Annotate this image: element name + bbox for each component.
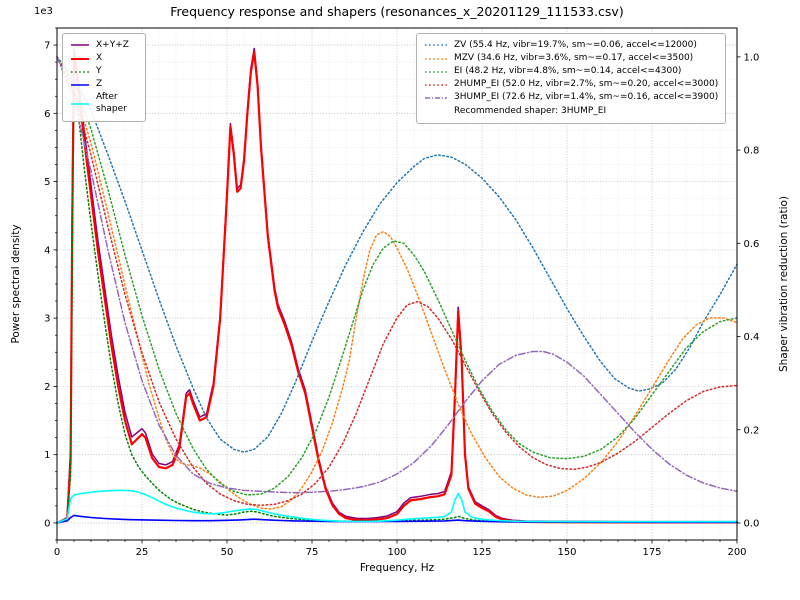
legend-item-3HUMP_EI: 3HUMP_EI (72.6 Hz, vibr=1.4%, sm~=0.16, … <box>424 92 718 104</box>
y-left-tick-label: 1 <box>44 450 50 461</box>
series-EI <box>56 56 738 496</box>
legend-line-swatch-Z <box>71 84 89 86</box>
y-left-tick-label: 4 <box>44 245 50 256</box>
y-right-tick-label: 1.0 <box>744 52 760 63</box>
y-right-tick-label: 0.2 <box>744 425 760 436</box>
y-right-axis-label: Shaper vibration reduction (ratio) <box>778 195 790 373</box>
x-axis-label: Frequency, Hz <box>359 562 435 574</box>
legend-item-2HUMP_EI: 2HUMP_EI (52.0 Hz, vibr=2.7%, sm~=0.20, … <box>424 79 718 91</box>
y-right-tick-label: 0.6 <box>744 239 760 250</box>
legend-line-swatch-2HUMP_EI <box>425 84 447 86</box>
x-tick-label: 200 <box>727 547 746 558</box>
legend-item-ZV: ZV (55.4 Hz, vibr=19.7%, sm~=0.06, accel… <box>424 40 718 52</box>
legend-label: Y <box>96 65 102 76</box>
series-X <box>55 50 739 525</box>
y-left-axis-label: Power spectral density <box>10 224 22 344</box>
y-right-tick-label: 0.8 <box>744 146 760 157</box>
legend-line-swatch-3HUMP_EI <box>425 97 447 99</box>
x-tick-label: 0 <box>54 547 60 558</box>
psd-legend: X+Y+Z X Y Z After shaper <box>62 33 146 123</box>
x-tick-label: 100 <box>387 547 406 558</box>
legend-item-MZV: MZV (34.6 Hz, vibr=3.6%, sm~=0.17, accel… <box>424 53 718 65</box>
tick-labels: 0 25 50 75 100 125 150 175 200 0 1 2 3 4 5 6 7 0.0 0.2 0.4 0… <box>44 27 760 558</box>
chart-title: Frequency response and shapers (resonanc… <box>170 4 624 19</box>
legend-line-swatch-X <box>71 57 89 60</box>
y-left-tick-label: 2 <box>44 382 50 393</box>
y-left-tick-label: 3 <box>44 314 50 325</box>
legend-label: MZV (34.6 Hz, vibr=3.6%, sm~=0.17, accel… <box>454 52 694 63</box>
y-right-tick-label: 0.0 <box>744 518 760 529</box>
series-After shaper <box>56 489 738 524</box>
legend-item-Y: Y <box>70 66 138 78</box>
legend-item-X: X <box>70 53 138 65</box>
shaper-legend: ZV (55.4 Hz, vibr=19.7%, sm~=0.06, accel… <box>416 33 727 125</box>
recommended-shaper-note: Recommended shaper: 3HUMP_EI <box>454 106 607 117</box>
legend-label: 3HUMP_EI (72.6 Hz, vibr=1.4%, sm~=0.16, … <box>454 92 719 103</box>
series-Y <box>56 81 738 524</box>
series-ZV <box>56 56 738 453</box>
y-left-tick-label: 7 <box>44 41 50 52</box>
legend-label: ZV (55.4 Hz, vibr=19.7%, sm~=0.06, accel… <box>454 39 697 50</box>
legend-item-Z: Z <box>70 79 138 91</box>
legend-line-swatch-X+Y+Z <box>71 44 89 47</box>
legend-item-X+Y+Z: X+Y+Z <box>70 40 138 52</box>
legend-label: X+Y+Z <box>96 39 129 50</box>
x-tick-label: 150 <box>557 547 576 558</box>
x-tick-label: 125 <box>472 547 491 558</box>
legend-line-swatch-EI <box>425 70 447 73</box>
legend-line-swatch-Y <box>71 70 89 73</box>
x-tick-label: 25 <box>136 547 149 558</box>
y-left-tick-label: 6 <box>44 109 50 120</box>
y-left-tick-label: 0 <box>44 518 50 529</box>
legend-label: EI (48.2 Hz, vibr=4.8%, sm~=0.14, accel<… <box>454 65 682 76</box>
x-tick-label: 175 <box>642 547 661 558</box>
shaper-legend-items: ZV (55.4 Hz, vibr=19.7%, sm~=0.06, accel… <box>424 40 718 104</box>
series-Z <box>56 514 738 524</box>
legend-label: 2HUMP_EI (52.0 Hz, vibr=2.7%, sm~=0.20, … <box>454 79 719 90</box>
y-right-tick-label: 0.4 <box>744 332 760 343</box>
legend-item-EI: EI (48.2 Hz, vibr=4.8%, sm~=0.14, accel<… <box>424 66 718 78</box>
legend-label: After shaper <box>96 92 127 114</box>
legend-line-swatch-MZV <box>425 57 447 60</box>
legend-item-After shaper: After shaper <box>70 92 138 115</box>
legend-label: Z <box>96 79 103 90</box>
series-MZV <box>56 56 738 510</box>
legend-label: X <box>96 52 103 63</box>
x-tick-label: 75 <box>306 547 319 558</box>
legend-line-swatch-After shaper <box>71 103 89 105</box>
y-left-tick-label: 5 <box>44 177 50 188</box>
x-tick-label: 50 <box>221 547 234 558</box>
series-3HUMP_EI <box>56 56 738 494</box>
psd-scale-offset-label: 1e3 <box>34 6 53 17</box>
legend-line-swatch-ZV <box>425 44 447 47</box>
